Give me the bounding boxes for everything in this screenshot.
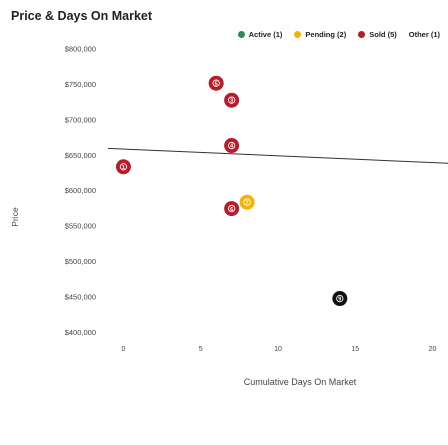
data-point-label: 7 [246, 200, 249, 206]
legend-dot-sold [358, 31, 366, 38]
data-point-label: 3 [230, 98, 233, 104]
data-point-ring [227, 204, 236, 213]
x-axis-label: Cumulative Days On Market [243, 377, 357, 387]
x-tick-label: 15 [351, 346, 359, 353]
data-point-ring [227, 141, 236, 150]
x-tick-label: 20 [429, 346, 437, 353]
y-tick-label: $750,000 [65, 80, 96, 89]
x-tick-label: 0 [122, 346, 126, 353]
data-point-ring [227, 96, 236, 104]
legend-dot-pending [294, 31, 302, 38]
y-tick-label: $550,000 [65, 222, 96, 231]
legend-item-other[interactable]: Other (1) [409, 30, 440, 39]
legend-dot-active [237, 31, 245, 38]
legend-item-sold[interactable]: Sold (5) [358, 30, 397, 39]
data-point [224, 92, 240, 108]
data-point-ring [212, 79, 220, 87]
data-point-ring [119, 163, 128, 171]
data-point-label: 1 [122, 165, 125, 171]
data-point-label: 4 [230, 144, 234, 150]
legend-label-sold: Sold (5) [369, 30, 397, 39]
y-tick-label: $500,000 [65, 257, 96, 266]
data-point [115, 159, 131, 175]
trend-line [107, 147, 448, 164]
data-point-ring [336, 294, 344, 303]
data-point [332, 291, 348, 307]
data-point-label: 5 [215, 81, 218, 87]
x-tick-label: 5 [199, 346, 203, 353]
legend-label-active: Active (1) [248, 30, 283, 39]
legend-label-other: Other (1) [408, 30, 440, 39]
y-tick-label: $450,000 [65, 292, 96, 301]
data-point-label: 6 [230, 207, 233, 213]
y-tick-label: $400,000 [65, 328, 96, 337]
data-point-label: 9 [338, 297, 341, 303]
legend-item-active[interactable]: Active (1) [237, 30, 283, 39]
y-tick-label: $600,000 [65, 186, 96, 195]
chart-legend: Active (1) Pending (2) Sold (5) Other (1… [226, 30, 440, 39]
chart-title: Price & Days On Market [11, 9, 153, 23]
legend-item-pending[interactable]: Pending (2) [294, 30, 346, 39]
data-point [239, 194, 255, 210]
data-point [224, 201, 240, 217]
data-point-ring [243, 198, 251, 206]
x-tick-label: 10 [274, 346, 282, 353]
legend-label-pending: Pending (2) [305, 30, 347, 39]
y-tick-label: $700,000 [65, 115, 96, 124]
data-point [208, 75, 224, 91]
y-tick-label: $800,000 [65, 45, 96, 54]
data-point [224, 138, 240, 154]
y-tick-label: $650,000 [65, 151, 96, 160]
